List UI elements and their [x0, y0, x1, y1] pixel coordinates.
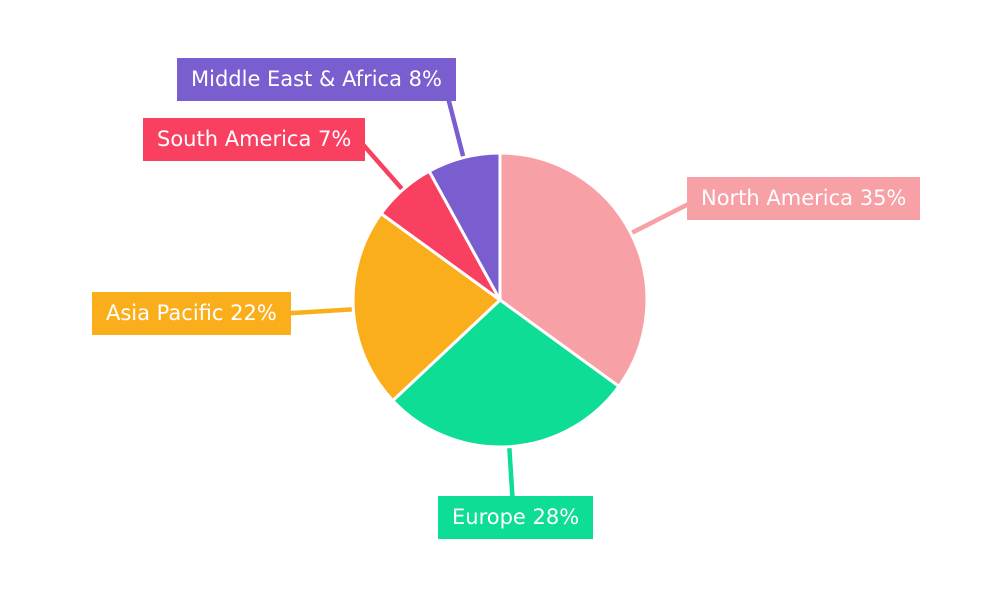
leader-line-middle-east-africa	[444, 90, 466, 160]
callout-label-north-america: North America 35%	[687, 177, 921, 220]
callout-label-middle-east-africa: Middle East & Africa 8%	[177, 58, 456, 101]
leader-line-asia-pacific	[280, 306, 355, 317]
callout-label-asia-pacific: Asia Pacific 22%	[92, 292, 291, 335]
leader-line-south-america	[356, 137, 406, 192]
callout-label-south-america: South America 7%	[143, 118, 366, 161]
pie-slice-europe	[391, 298, 621, 449]
pie-slice-middle-east-africa	[427, 151, 502, 302]
pie-slice-north-america	[498, 151, 649, 388]
pie-slice-asia-pacific	[351, 212, 502, 403]
leader-line-north-america	[629, 198, 697, 236]
leader-line-europe	[506, 445, 516, 507]
callout-label-europe: Europe 28%	[438, 496, 594, 539]
